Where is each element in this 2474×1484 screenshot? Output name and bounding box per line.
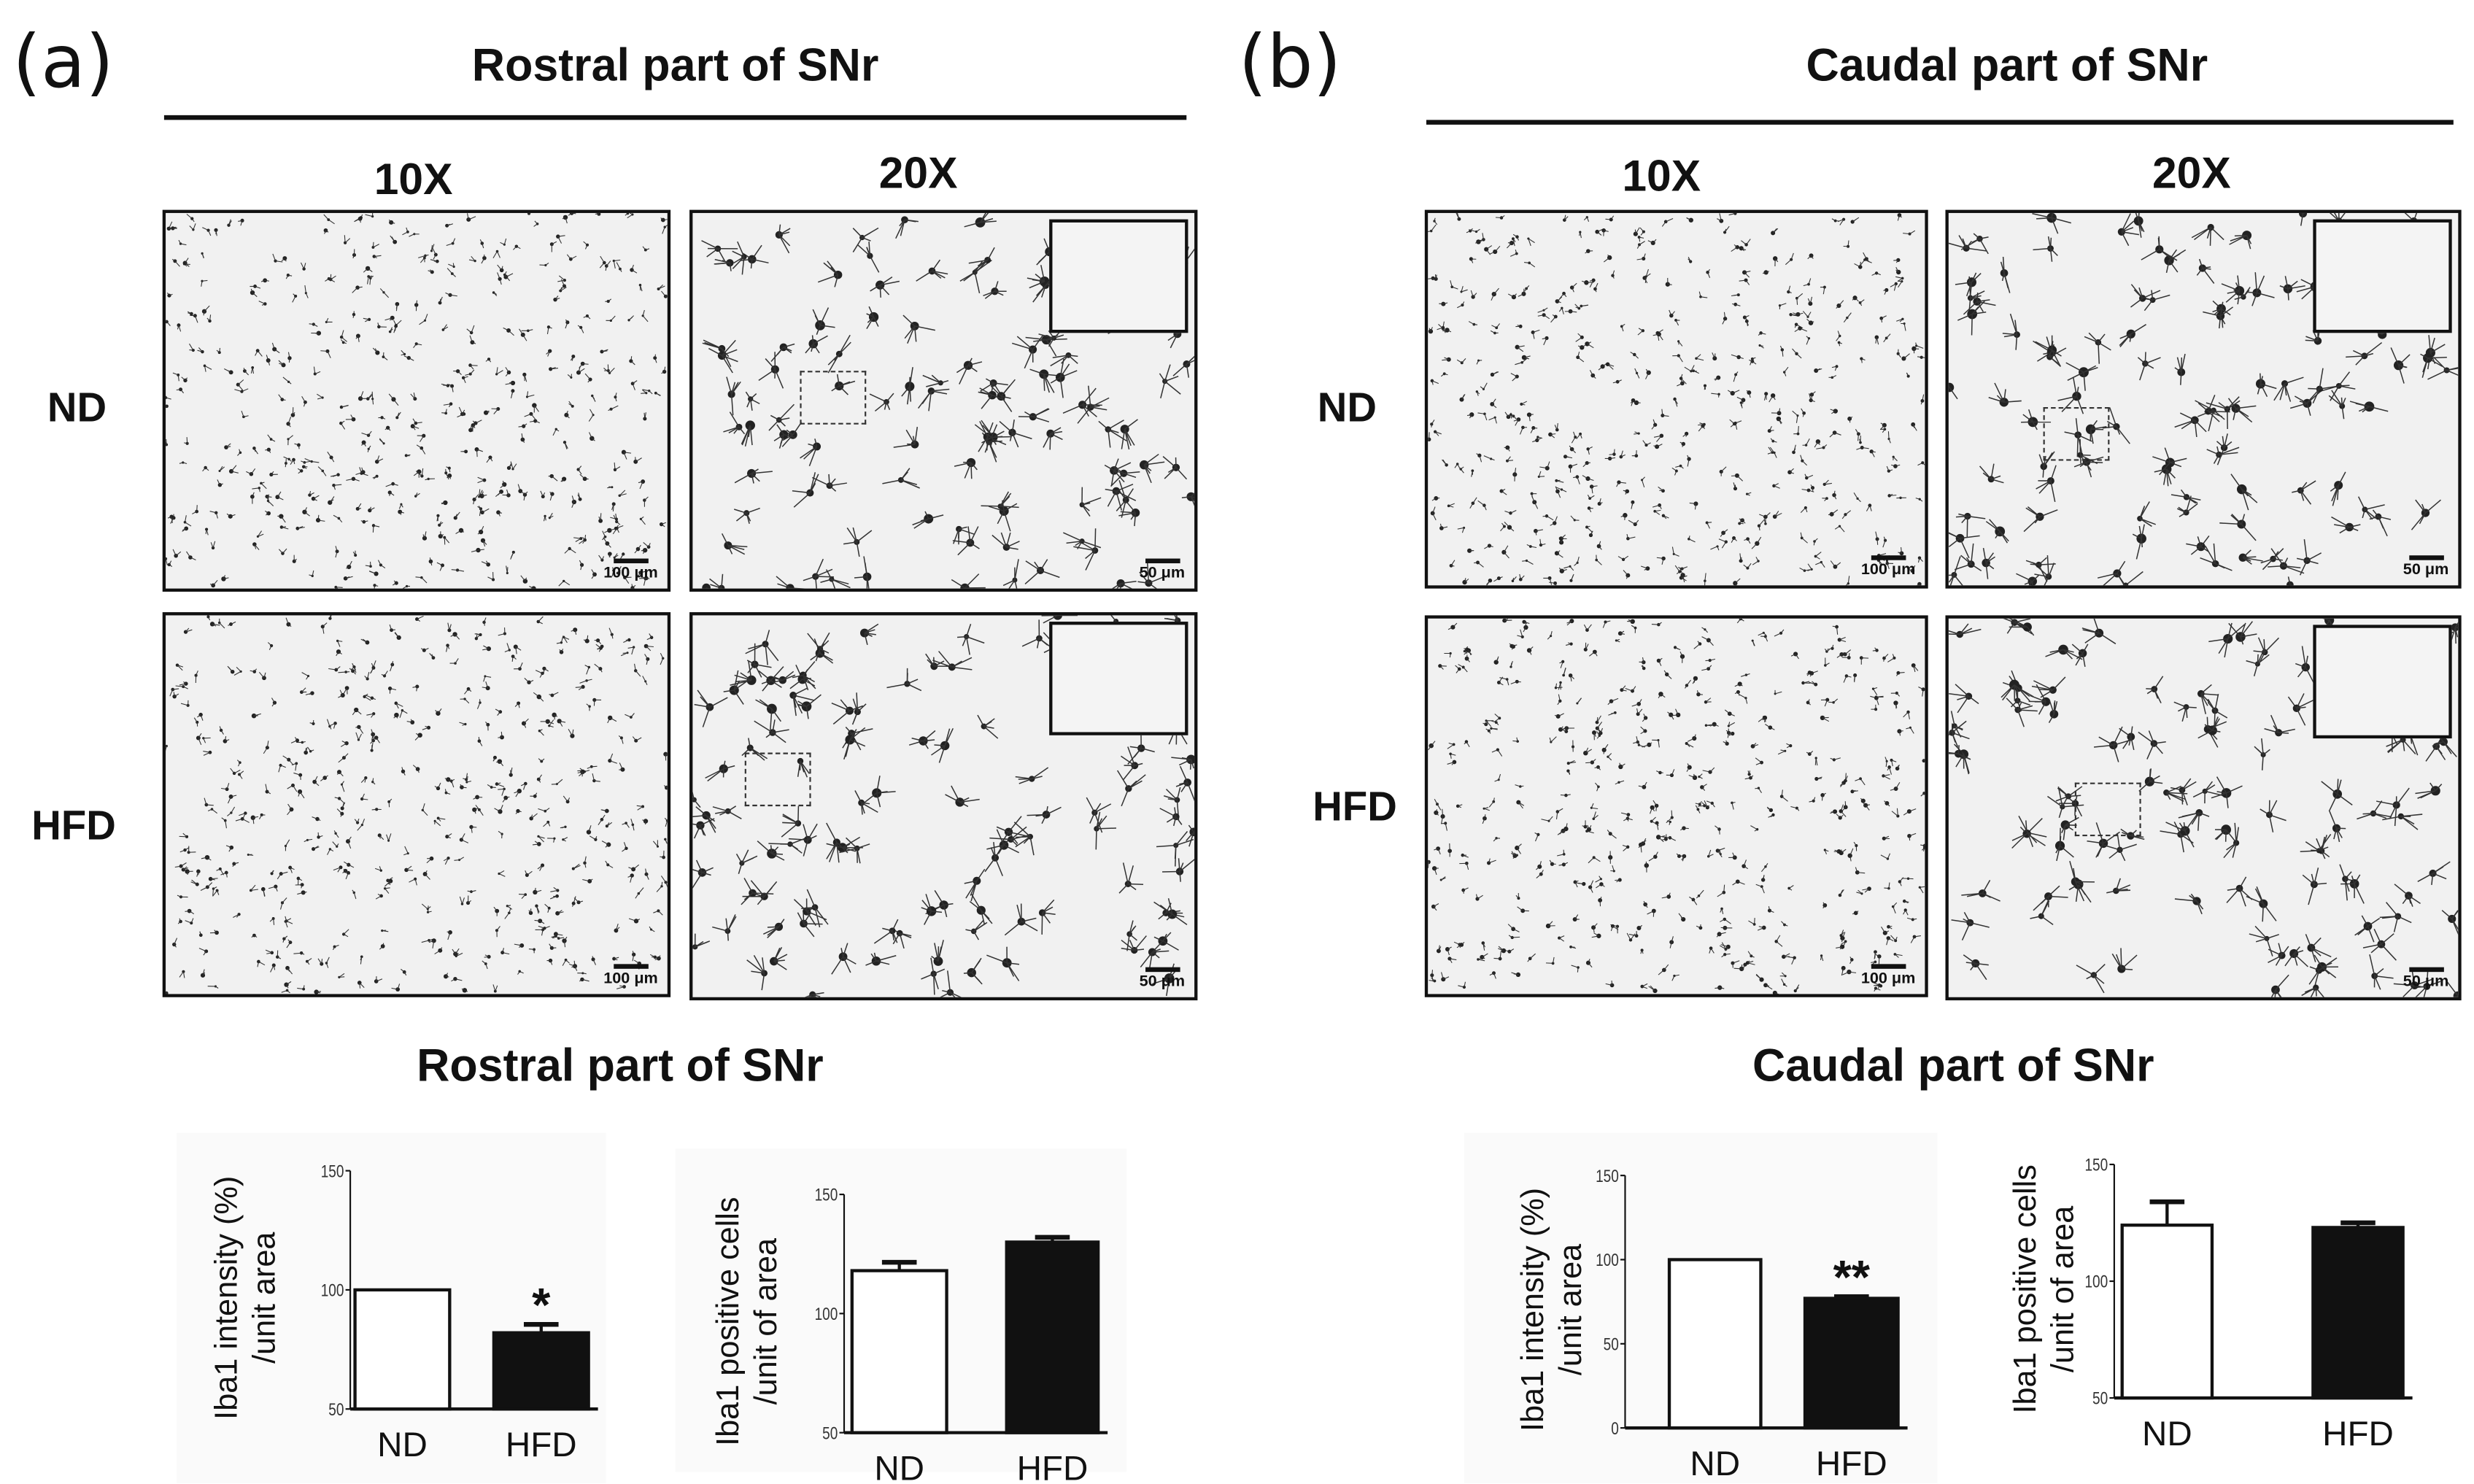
microglia-texture bbox=[166, 615, 668, 994]
inset-source-box bbox=[2043, 406, 2110, 461]
panel-a-title: Rostral part of SNr bbox=[471, 41, 879, 92]
y-tick-label: 150 bbox=[1596, 1167, 1619, 1186]
x-category-label: ND bbox=[2142, 1415, 2192, 1453]
bar-nd bbox=[1667, 1258, 1763, 1430]
x-category-label: HFD bbox=[506, 1426, 577, 1464]
scale-bar-label: 50 μm bbox=[1139, 565, 1186, 582]
scale-bar: 100 μm bbox=[603, 558, 658, 582]
y-axis-label: Iba1 intensity (%) bbox=[1515, 1188, 1550, 1431]
y-axis-label: /unit of area bbox=[749, 1237, 784, 1404]
x-category-label: HFD bbox=[2322, 1415, 2394, 1453]
y-tick-label: 50 bbox=[2092, 1389, 2108, 1409]
x-category-label: ND bbox=[377, 1426, 428, 1464]
y-tick-label: 150 bbox=[321, 1162, 344, 1181]
panel-b-mag-10x: 10X bbox=[1622, 151, 1701, 201]
bar-hfd bbox=[492, 1331, 590, 1411]
scale-bar-label: 50 μm bbox=[2403, 561, 2449, 579]
bar-nd bbox=[850, 1269, 948, 1434]
y-tick-label: 100 bbox=[2084, 1272, 2108, 1292]
scale-bar-label: 100 μm bbox=[603, 970, 658, 988]
panel-letter-a: (a) bbox=[12, 18, 114, 104]
panel-a-mag-10x: 10X bbox=[374, 154, 453, 204]
panel-a-row-hfd: HFD bbox=[31, 801, 116, 849]
scale-bar: 50 μm bbox=[2403, 967, 2449, 992]
bar-hfd bbox=[1803, 1296, 1900, 1430]
x-category-label: HFD bbox=[1017, 1450, 1089, 1484]
x-category-label: ND bbox=[1690, 1445, 1740, 1483]
scale-bar: 100 μm bbox=[603, 964, 658, 988]
y-axis-label: /unit area bbox=[247, 1232, 282, 1364]
panel-letter-b: (b) bbox=[1238, 18, 1342, 104]
y-axis-label: Iba1 positive cells bbox=[2008, 1164, 2043, 1413]
x-category-label: HFD bbox=[1816, 1445, 1887, 1483]
inset-source-box bbox=[800, 371, 867, 425]
scale-bar-label: 100 μm bbox=[1860, 970, 1916, 988]
microglia-texture bbox=[1428, 618, 1925, 994]
y-tick-label: 50 bbox=[822, 1423, 838, 1443]
scale-bar-label: 50 μm bbox=[2403, 973, 2449, 992]
scale-bar-label: 50 μm bbox=[1139, 973, 1186, 992]
inset-zoom bbox=[1049, 219, 1188, 333]
y-tick-label: 150 bbox=[815, 1186, 838, 1205]
scale-bar-label: 100 μm bbox=[1860, 561, 1916, 579]
y-axis-label: /unit area bbox=[1553, 1243, 1588, 1375]
y-tick-label: 50 bbox=[328, 1400, 344, 1420]
panel-b-row-hfd: HFD bbox=[1313, 782, 1397, 830]
panel-a-row-nd: ND bbox=[47, 383, 107, 431]
bar-nd bbox=[353, 1288, 452, 1411]
y-tick-label: 100 bbox=[815, 1305, 838, 1324]
panel-b-title: Caudal part of SNr bbox=[1806, 41, 2208, 92]
y-tick-label: 100 bbox=[321, 1281, 344, 1301]
micrograph-b-hfd-20x: 50 μm bbox=[1945, 615, 2462, 1001]
chart-section-title-caudal: Caudal part of SNr bbox=[1752, 1041, 2154, 1092]
x-category-label: ND bbox=[874, 1450, 924, 1484]
panel-b-rule bbox=[1426, 120, 2454, 125]
micrograph-b-nd-20x: 50 μm bbox=[1945, 209, 2462, 589]
inset-zoom bbox=[2313, 219, 2452, 333]
y-tick-label: 0 bbox=[1611, 1419, 1619, 1439]
micrograph-a-nd-20x: 50 μm bbox=[689, 209, 1198, 592]
y-axis-label: /unit of area bbox=[2046, 1205, 2081, 1372]
bar-hfd bbox=[1005, 1240, 1100, 1434]
microglia-texture bbox=[166, 212, 668, 589]
inset-zoom bbox=[2313, 625, 2452, 739]
scale-bar-label: 100 μm bbox=[603, 565, 658, 582]
significance-marker: ** bbox=[1833, 1251, 1871, 1304]
micrograph-a-hfd-10x: 100 μm bbox=[162, 612, 671, 997]
scale-bar: 100 μm bbox=[1860, 964, 1916, 988]
micrograph-b-nd-10x: 100 μm bbox=[1424, 209, 1928, 589]
scale-bar: 50 μm bbox=[1139, 967, 1186, 992]
scale-bar: 100 μm bbox=[1860, 555, 1916, 579]
microglia-texture bbox=[692, 615, 1195, 997]
y-axis-label: Iba1 intensity (%) bbox=[209, 1176, 244, 1420]
significance-marker: * bbox=[532, 1278, 551, 1332]
micrograph-a-hfd-20x: 50 μm bbox=[689, 612, 1198, 1001]
scale-bar: 50 μm bbox=[1139, 558, 1186, 582]
panel-b-mag-20x: 20X bbox=[2152, 148, 2231, 198]
panel-a-rule bbox=[163, 115, 1187, 120]
microglia-texture bbox=[1948, 618, 2459, 997]
scale-bar: 50 μm bbox=[2403, 555, 2449, 579]
y-axis-label: Iba1 positive cells bbox=[711, 1197, 746, 1445]
micrograph-a-nd-10x: 100 μm bbox=[162, 209, 671, 592]
inset-zoom bbox=[1049, 622, 1188, 735]
chart-section-title-rostral: Rostral part of SNr bbox=[417, 1041, 824, 1092]
y-tick-label: 100 bbox=[1596, 1251, 1619, 1270]
inset-source-box bbox=[2074, 782, 2141, 837]
bar-hfd bbox=[2311, 1226, 2405, 1400]
microglia-texture bbox=[1428, 212, 1925, 586]
panel-a-mag-20x: 20X bbox=[878, 148, 958, 198]
inset-source-box bbox=[744, 752, 811, 807]
panel-b-row-nd: ND bbox=[1317, 383, 1377, 431]
bar-nd bbox=[2120, 1224, 2214, 1400]
y-tick-label: 50 bbox=[1604, 1334, 1619, 1354]
micrograph-b-hfd-10x: 100 μm bbox=[1424, 615, 1928, 997]
y-tick-label: 150 bbox=[2084, 1156, 2108, 1175]
